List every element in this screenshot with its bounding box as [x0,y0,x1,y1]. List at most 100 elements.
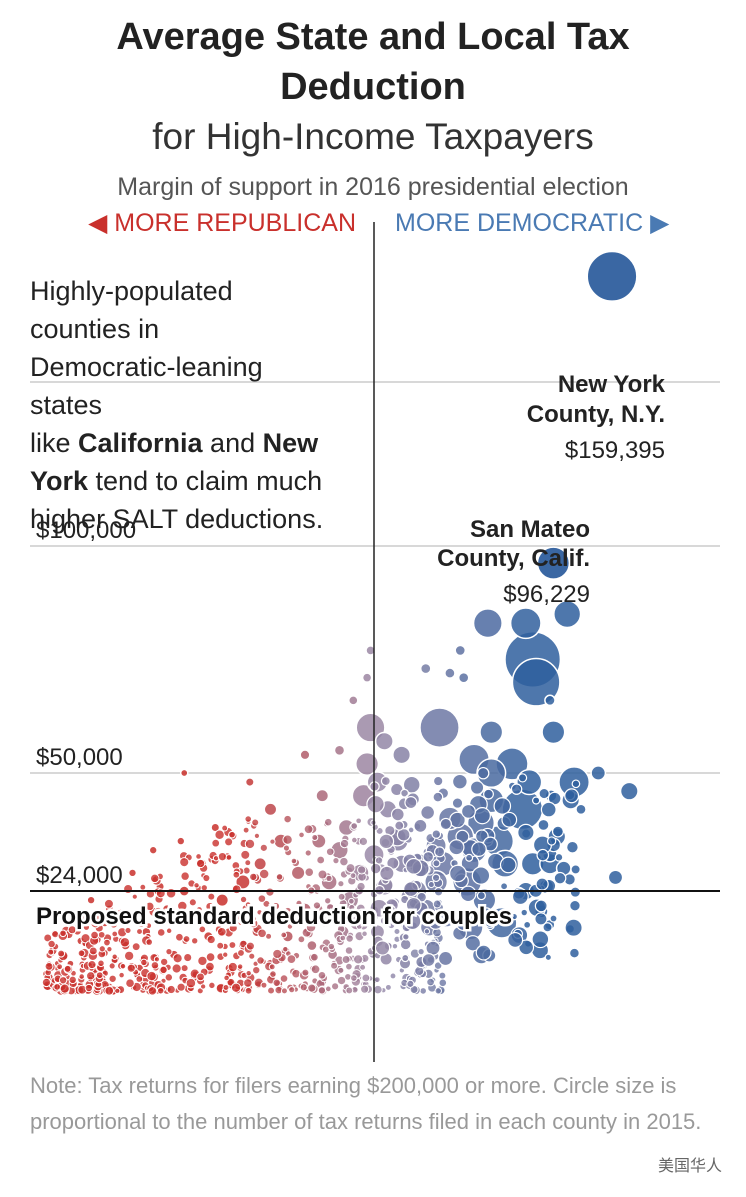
data-point [244,901,252,908]
data-point [188,898,197,907]
data-point [356,909,364,916]
data-point [140,958,148,967]
annotation-text: Highly-populated counties in Democratic-… [30,272,360,538]
data-point [479,720,504,745]
data-point [425,940,441,956]
x-axis-label: Margin of support in 2016 presidential e… [117,173,629,201]
data-point [517,823,535,842]
data-point [87,960,97,970]
data-point [532,796,541,805]
data-point [419,707,460,748]
data-point [125,978,135,989]
data-point [353,954,364,965]
data-point [345,863,356,873]
data-point [136,918,146,928]
data-point [299,983,308,992]
data-point [265,887,275,897]
data-point [127,915,137,924]
data-point [77,949,86,958]
axes [30,222,720,1062]
data-point [402,933,410,941]
data-point [536,848,550,862]
annotation-line-6: York tend to claim much [30,462,360,500]
data-point [378,833,395,850]
data-point [145,901,155,912]
data-point [366,794,385,814]
data-point [95,971,104,980]
data-point [272,978,281,987]
data-point [98,945,106,953]
data-point [327,942,336,951]
more-republican-label: ◀ MORE REPUBLICAN [88,209,356,237]
data-point [59,983,70,994]
data-point [282,946,289,953]
data-point [135,975,144,983]
data-point [200,884,208,892]
data-point [459,885,477,903]
data-point [47,939,56,949]
data-point [347,912,355,920]
data-point [244,986,253,995]
data-point [553,871,567,885]
data-point [554,852,564,862]
data-point [337,966,345,974]
data-point [269,838,276,845]
data-point [268,963,276,971]
data-point [275,873,284,881]
data-point [361,672,373,683]
data-point [349,872,357,880]
data-point [500,882,509,891]
data-point [288,986,296,994]
data-point [244,815,253,823]
data-point [391,942,399,950]
data-point [67,925,77,935]
data-point [108,962,116,970]
data-point [319,915,329,925]
data-point [242,826,250,834]
data-point [295,908,305,918]
data-point [59,976,68,985]
data-point [176,982,186,992]
data-point [333,744,346,757]
data-point [258,868,270,880]
data-point [473,807,491,825]
data-point [41,977,52,988]
data-point [252,965,261,975]
data-point [434,846,446,858]
data-point [290,857,298,865]
data-point [108,974,117,983]
data-point [419,662,432,675]
data-point [179,857,190,868]
data-point [471,866,491,885]
annotation-bold-york: York [30,466,89,496]
data-point [374,940,391,956]
data-point [324,985,332,993]
data-point [161,903,173,915]
data-point [236,963,244,970]
data-point [165,947,173,956]
san-mateo-county-point [536,546,571,580]
data-point [325,903,335,912]
data-point [451,773,468,790]
data-point [225,854,233,861]
data-point [195,858,206,869]
data-point [493,797,512,815]
data-point [202,874,211,883]
data-point [282,834,293,845]
data-point [165,887,177,899]
data-point [177,900,188,912]
data-point [221,824,229,832]
data-point [244,838,256,850]
data-point [317,970,327,980]
data-point [590,765,607,781]
data-point [324,897,332,905]
annotation-line-5: like California and New [30,424,360,462]
data-point [182,913,192,923]
data-point [438,978,448,988]
annotation-line-7: higher SALT deductions. [30,504,324,534]
data-point [564,918,583,937]
data-point [237,949,245,957]
annotation-line-2: counties in [30,314,160,344]
data-point [374,731,394,751]
data-point [380,776,391,787]
